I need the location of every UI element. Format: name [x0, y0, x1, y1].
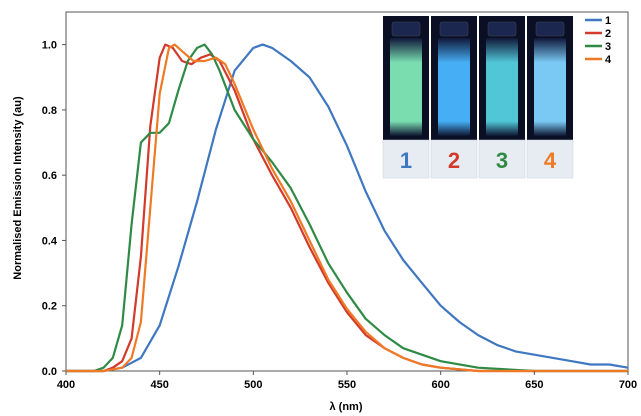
- y-tick-label: 0.0: [42, 366, 57, 378]
- series-line-3: [66, 43, 628, 373]
- y-tick-label: 0.2: [42, 301, 57, 313]
- series-layer: [66, 43, 629, 373]
- x-axis-ticks: 400 450 500 550 600 650 700: [57, 371, 637, 391]
- vial-label-1: 1: [400, 148, 412, 173]
- vial-1: [390, 38, 422, 136]
- x-tick-label: 650: [525, 379, 543, 391]
- vial-label-4: 4: [544, 148, 557, 173]
- y-tick-label: 0.6: [42, 170, 57, 182]
- vial-label-box: [382, 139, 430, 179]
- y-tick-label: 0.8: [42, 105, 57, 117]
- vial-label-2: 2: [448, 148, 460, 173]
- vial-cap: [535, 21, 565, 37]
- legend-label-3: 3: [605, 41, 611, 53]
- series-line-1: [66, 43, 629, 373]
- vial-cap: [391, 21, 421, 37]
- y-tick-label: 0.4: [42, 235, 58, 247]
- x-tick-label: 500: [244, 379, 262, 391]
- legend-label-2: 2: [605, 28, 611, 40]
- vial-label-box: [430, 139, 478, 179]
- y-tick-label: 1.0: [42, 40, 57, 52]
- vial-2: [438, 38, 470, 136]
- vial-label-box: [478, 139, 526, 179]
- x-axis-title: λ (nm): [330, 401, 363, 413]
- y-axis-ticks: 0.0 0.2 0.4 0.6 0.8 1.0: [42, 40, 66, 378]
- x-tick-label: 400: [57, 379, 75, 391]
- legend-label-4: 4: [605, 54, 612, 66]
- x-tick-label: 600: [431, 379, 449, 391]
- legend-label-1: 1: [605, 15, 611, 27]
- x-tick-label: 450: [150, 379, 168, 391]
- x-tick-label: 550: [338, 379, 356, 391]
- vial-4: [534, 38, 566, 136]
- x-tick-label: 700: [619, 379, 637, 391]
- vial-photo-inset: 1 2 3 4: [382, 16, 574, 179]
- vial-cap: [439, 21, 469, 37]
- vial-3: [486, 38, 518, 136]
- vial-label-3: 3: [496, 148, 508, 173]
- vial-cap: [487, 21, 517, 37]
- series-line-4: [66, 43, 628, 373]
- vial-label-box: [526, 139, 574, 179]
- y-axis-title: Normalised Emission Intensity (au): [12, 96, 24, 280]
